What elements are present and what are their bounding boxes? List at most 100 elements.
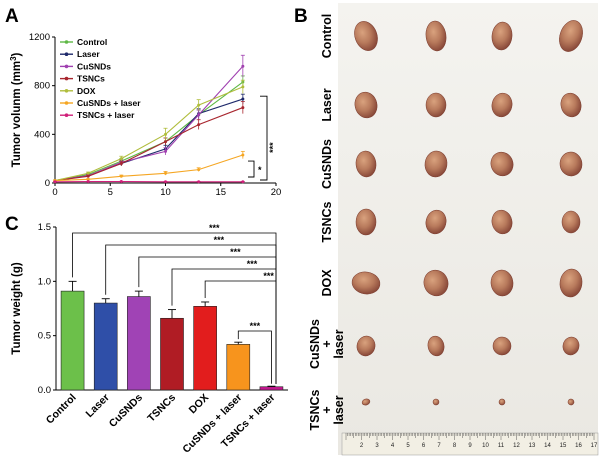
x-tick-label: 0 (52, 187, 57, 198)
x-tick-label: 5 (108, 187, 113, 198)
legend-label: TSNCs (77, 74, 105, 84)
y-tick-label: 400 (34, 129, 50, 140)
significance-label: *** (230, 247, 241, 257)
legend-label: DOX (77, 86, 96, 96)
data-point (87, 175, 90, 178)
significance-label: * (258, 165, 262, 175)
ruler-number: 16 (575, 443, 582, 449)
data-point (241, 154, 244, 157)
data-point (241, 65, 244, 68)
tumor-sample (493, 337, 511, 355)
data-point (54, 180, 57, 183)
row-label: Control (320, 14, 334, 58)
y-axis-label-main: Tumor volunm (mm (11, 61, 23, 167)
y-tick-label: 800 (34, 81, 50, 92)
tumor-sample (433, 399, 440, 406)
legend-label: Control (77, 37, 107, 47)
x-tick-label: CuSNDs (107, 392, 145, 430)
data-point (120, 162, 123, 165)
legend-marker (65, 113, 69, 117)
x-tick-label: 20 (271, 187, 282, 198)
data-point (241, 106, 244, 109)
legend-label: Laser (77, 49, 100, 59)
data-point (120, 180, 123, 183)
data-point (120, 157, 123, 160)
legend-marker (65, 40, 69, 44)
bar (161, 318, 184, 390)
ruler-number: 17 (591, 443, 598, 449)
tumor-sample (356, 209, 376, 235)
y-tick-label: 0.0 (38, 385, 51, 396)
ruler-number: 13 (529, 443, 536, 449)
data-point (87, 180, 90, 183)
row-label: DOX (320, 269, 334, 297)
significance-label: *** (214, 235, 225, 245)
y-axis-label: Tumor weight (g) (11, 262, 23, 355)
data-point (197, 123, 200, 126)
legend-marker (65, 77, 69, 81)
row-label: Laser (320, 88, 334, 121)
panel-a: A 0 400 800 1200 0 5 10 15 20 Tumor volunm (mm3) C… (5, 6, 281, 198)
bar (61, 291, 84, 390)
photo-background (338, 3, 598, 455)
legend-marker (65, 101, 69, 105)
legend-label: CuSNDs (77, 61, 111, 71)
x-tick-label: CuSNDs + laser (180, 392, 244, 456)
legend-marker (65, 89, 69, 93)
legend-marker (65, 52, 69, 56)
data-point (164, 140, 167, 143)
ruler-number: 14 (544, 443, 551, 449)
x-tick-label: Laser (84, 392, 112, 420)
y-tick-label: 1.5 (38, 222, 51, 233)
legend-label: TSNCs + laser (77, 110, 135, 120)
tumor-sample (562, 211, 580, 233)
ruler-number: 10 (482, 443, 489, 449)
ruler-number: 11 (498, 443, 505, 449)
panel-b: B ControlLaserCuSNDsTSNCsDOXCuSNDs+laser… (294, 3, 598, 455)
ruler-number: 12 (513, 443, 520, 449)
data-point (241, 85, 244, 88)
y-tick-label: 1.0 (38, 276, 51, 287)
panel-a-letter: A (5, 6, 19, 27)
data-point (197, 113, 200, 116)
data-point (197, 180, 200, 183)
significance-label: *** (263, 271, 274, 281)
y-tick-label: 1200 (29, 32, 50, 43)
bar (260, 387, 283, 390)
y-tick-label: 0.5 (38, 331, 51, 342)
data-point (87, 172, 90, 175)
panel-c-letter: C (5, 214, 19, 235)
panel-b-letter: B (294, 6, 308, 27)
significance-label: *** (250, 321, 261, 331)
x-tick-label: 15 (215, 187, 226, 198)
data-point (164, 150, 167, 153)
significance-bracket (172, 269, 276, 384)
row-label: TSNCs+laser (308, 389, 346, 430)
significance-label: *** (247, 259, 258, 269)
y-tick-label: 0 (45, 178, 50, 189)
data-point (164, 180, 167, 183)
bar (127, 297, 150, 390)
x-tick-label: 10 (160, 187, 171, 198)
data-point (197, 104, 200, 107)
tumor-sample (426, 93, 446, 117)
x-tick-label: Control (44, 392, 79, 427)
y-axis-label: Tumor volunm (mm3) (9, 52, 23, 167)
significance-label: *** (268, 142, 278, 153)
data-point (164, 133, 167, 136)
row-label: CuSNDs (320, 139, 334, 189)
x-tick-label: TSNCs (145, 392, 178, 425)
legend-marker (65, 65, 69, 69)
data-point (164, 172, 167, 175)
data-point (197, 168, 200, 171)
line-chart: 0 400 800 1200 0 5 10 15 20 Tumor volunm (mm3) Con… (9, 32, 281, 198)
data-point (241, 98, 244, 101)
bar (194, 306, 217, 390)
data-point (120, 175, 123, 178)
y-axis-label-close: ) (11, 52, 23, 56)
bar (227, 344, 250, 390)
x-tick-label: DOX (187, 392, 212, 417)
